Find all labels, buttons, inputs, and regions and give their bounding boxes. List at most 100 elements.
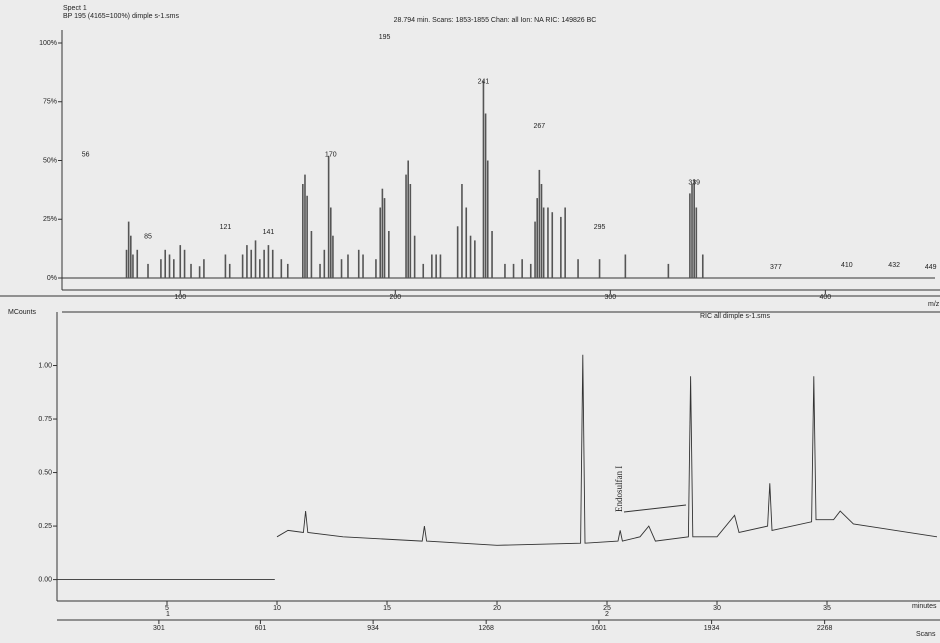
peak-bar xyxy=(521,259,523,278)
header-line: BP 195 (4165=100%) dimple s-1.sms xyxy=(63,13,180,20)
peak-bar xyxy=(136,250,138,278)
peak-label: 241 xyxy=(478,78,490,85)
peak-bar xyxy=(691,184,693,278)
peak-label: 339 xyxy=(688,180,700,187)
peak-bar xyxy=(541,184,543,278)
peak-bar xyxy=(551,212,553,278)
x-tick-label: 15 xyxy=(383,605,391,612)
x2-tick-label: 934 xyxy=(367,625,379,632)
y-tick-label: 0.50 xyxy=(38,469,52,476)
y-axis-label: MCounts xyxy=(8,309,37,316)
peak-bar xyxy=(485,114,487,279)
peak-bar xyxy=(461,184,463,278)
x-tick-label: 5 xyxy=(165,605,169,612)
header-line: Spect 1 xyxy=(63,5,87,12)
peak-bar xyxy=(536,198,538,278)
peak-bar xyxy=(281,259,283,278)
peak-bar xyxy=(693,179,695,278)
peak-bar xyxy=(328,156,330,278)
x-tick-label: 20 xyxy=(493,605,501,612)
peak-bar xyxy=(405,175,407,278)
peak-label: 195 xyxy=(379,34,391,41)
peak-bar xyxy=(547,208,549,279)
peak-bar xyxy=(319,264,321,278)
peak-bar xyxy=(302,184,304,278)
x2-tick-label: 2268 xyxy=(817,625,833,632)
peak-bar xyxy=(259,259,261,278)
peak-bar xyxy=(190,264,192,278)
peak-bar xyxy=(504,264,506,278)
peak-bar xyxy=(306,196,308,278)
peak-bar xyxy=(130,236,132,278)
peak-label: 56 xyxy=(82,151,90,158)
peak-bar xyxy=(126,250,128,278)
peak-bar xyxy=(184,250,186,278)
peak-bar xyxy=(384,198,386,278)
peak-bar xyxy=(379,208,381,279)
peak-label: 141 xyxy=(263,229,275,236)
y-tick-label: 0.25 xyxy=(38,523,52,530)
x-tick-label: 30 xyxy=(713,605,721,612)
peak-bar xyxy=(332,236,334,278)
peak-label: 449 xyxy=(925,264,937,271)
peak-bar xyxy=(347,255,349,279)
peak-bar xyxy=(513,264,515,278)
peak-bar xyxy=(199,266,201,278)
peak-bar xyxy=(410,184,412,278)
peak-bar xyxy=(474,240,476,278)
peak-bar xyxy=(470,236,472,278)
peak-label: 85 xyxy=(144,234,152,241)
peak-bar xyxy=(311,231,313,278)
x-tick-label: 10 xyxy=(273,605,281,612)
x2-tick-label: 1268 xyxy=(478,625,494,632)
peak-annotation: Endosulfan I xyxy=(614,466,624,512)
peak-bar xyxy=(530,264,532,278)
peak-bar xyxy=(179,245,181,278)
peak-bar xyxy=(358,250,360,278)
segment-label: 2 xyxy=(605,611,609,618)
peak-bar xyxy=(577,259,579,278)
x2-axis-label: Scans xyxy=(916,631,936,638)
y-tick-label: 0.00 xyxy=(38,576,52,583)
x2-tick-label: 1601 xyxy=(591,625,607,632)
peak-bar xyxy=(388,231,390,278)
peak-bar xyxy=(487,161,489,279)
peak-bar xyxy=(242,255,244,279)
y-tick-label: 75% xyxy=(43,99,57,106)
peak-bar xyxy=(164,250,166,278)
peak-bar xyxy=(625,255,627,279)
peak-bar xyxy=(599,259,601,278)
peak-bar xyxy=(203,259,205,278)
peak-bar xyxy=(564,208,566,279)
peak-bar xyxy=(560,217,562,278)
peak-bar xyxy=(422,264,424,278)
peak-bar xyxy=(147,264,149,278)
peak-label: 410 xyxy=(841,262,853,269)
x-tick-label: 35 xyxy=(823,605,831,612)
peak-bar xyxy=(246,245,248,278)
peak-bar xyxy=(375,259,377,278)
peak-bar xyxy=(128,222,130,278)
x-tick-label: 100 xyxy=(174,294,186,301)
peak-bar xyxy=(263,250,265,278)
y-tick-label: 1.00 xyxy=(38,362,52,369)
peak-bar xyxy=(255,240,257,278)
peak-bar xyxy=(407,161,409,279)
peak-bar xyxy=(431,255,433,279)
peak-bar xyxy=(229,264,231,278)
peak-bar xyxy=(543,208,545,279)
chart-title: 28.794 min. Scans: 1853-1855 Chan: all I… xyxy=(394,17,597,24)
peak-bar xyxy=(689,193,691,278)
chart-title: RIC all dimple s-1.sms xyxy=(700,313,771,320)
peak-bar xyxy=(330,208,332,279)
peak-bar xyxy=(696,208,698,279)
peak-bar xyxy=(382,189,384,278)
paper xyxy=(0,0,940,643)
peak-bar xyxy=(362,255,364,279)
y-tick-label: 25% xyxy=(43,216,57,223)
peak-bar xyxy=(324,250,326,278)
peak-bar xyxy=(435,255,437,279)
peak-bar xyxy=(702,255,704,279)
peak-bar xyxy=(132,255,134,279)
peak-bar xyxy=(287,264,289,278)
